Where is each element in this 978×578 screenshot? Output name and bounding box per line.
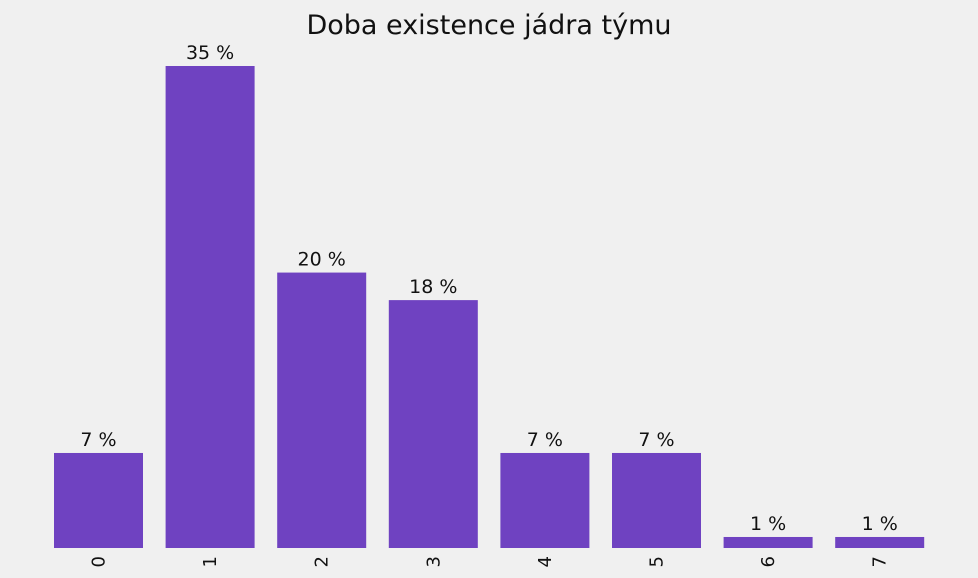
- chart-title: Doba existence jádra týmu: [306, 10, 671, 41]
- data-label-4: 7 %: [527, 429, 563, 451]
- data-label-3: 18 %: [409, 276, 457, 298]
- data-label-6: 1 %: [750, 513, 786, 535]
- bar-2: [277, 272, 367, 548]
- bar-6: [723, 536, 813, 548]
- data-label-2: 20 %: [298, 249, 346, 271]
- bar-1: [165, 66, 255, 548]
- bar-0: [54, 452, 143, 548]
- data-label-7: 1 %: [862, 513, 898, 535]
- bar-5: [612, 452, 701, 548]
- x-tick-label-3: 3: [423, 556, 444, 567]
- x-tick-label-2: 2: [312, 556, 333, 567]
- bar-4: [500, 452, 590, 548]
- bar-7: [835, 536, 925, 548]
- data-label-0: 7 %: [80, 429, 116, 451]
- data-label-5: 7 %: [638, 429, 674, 451]
- x-tick-label-6: 6: [758, 556, 779, 567]
- x-tick-label-5: 5: [647, 556, 668, 567]
- x-tick-label-4: 4: [535, 556, 556, 567]
- x-tick-label-1: 1: [200, 556, 221, 567]
- x-tick-label-7: 7: [870, 556, 891, 567]
- bar-3: [388, 300, 478, 548]
- data-label-1: 35 %: [186, 42, 234, 64]
- x-tick-label-0: 0: [89, 556, 110, 567]
